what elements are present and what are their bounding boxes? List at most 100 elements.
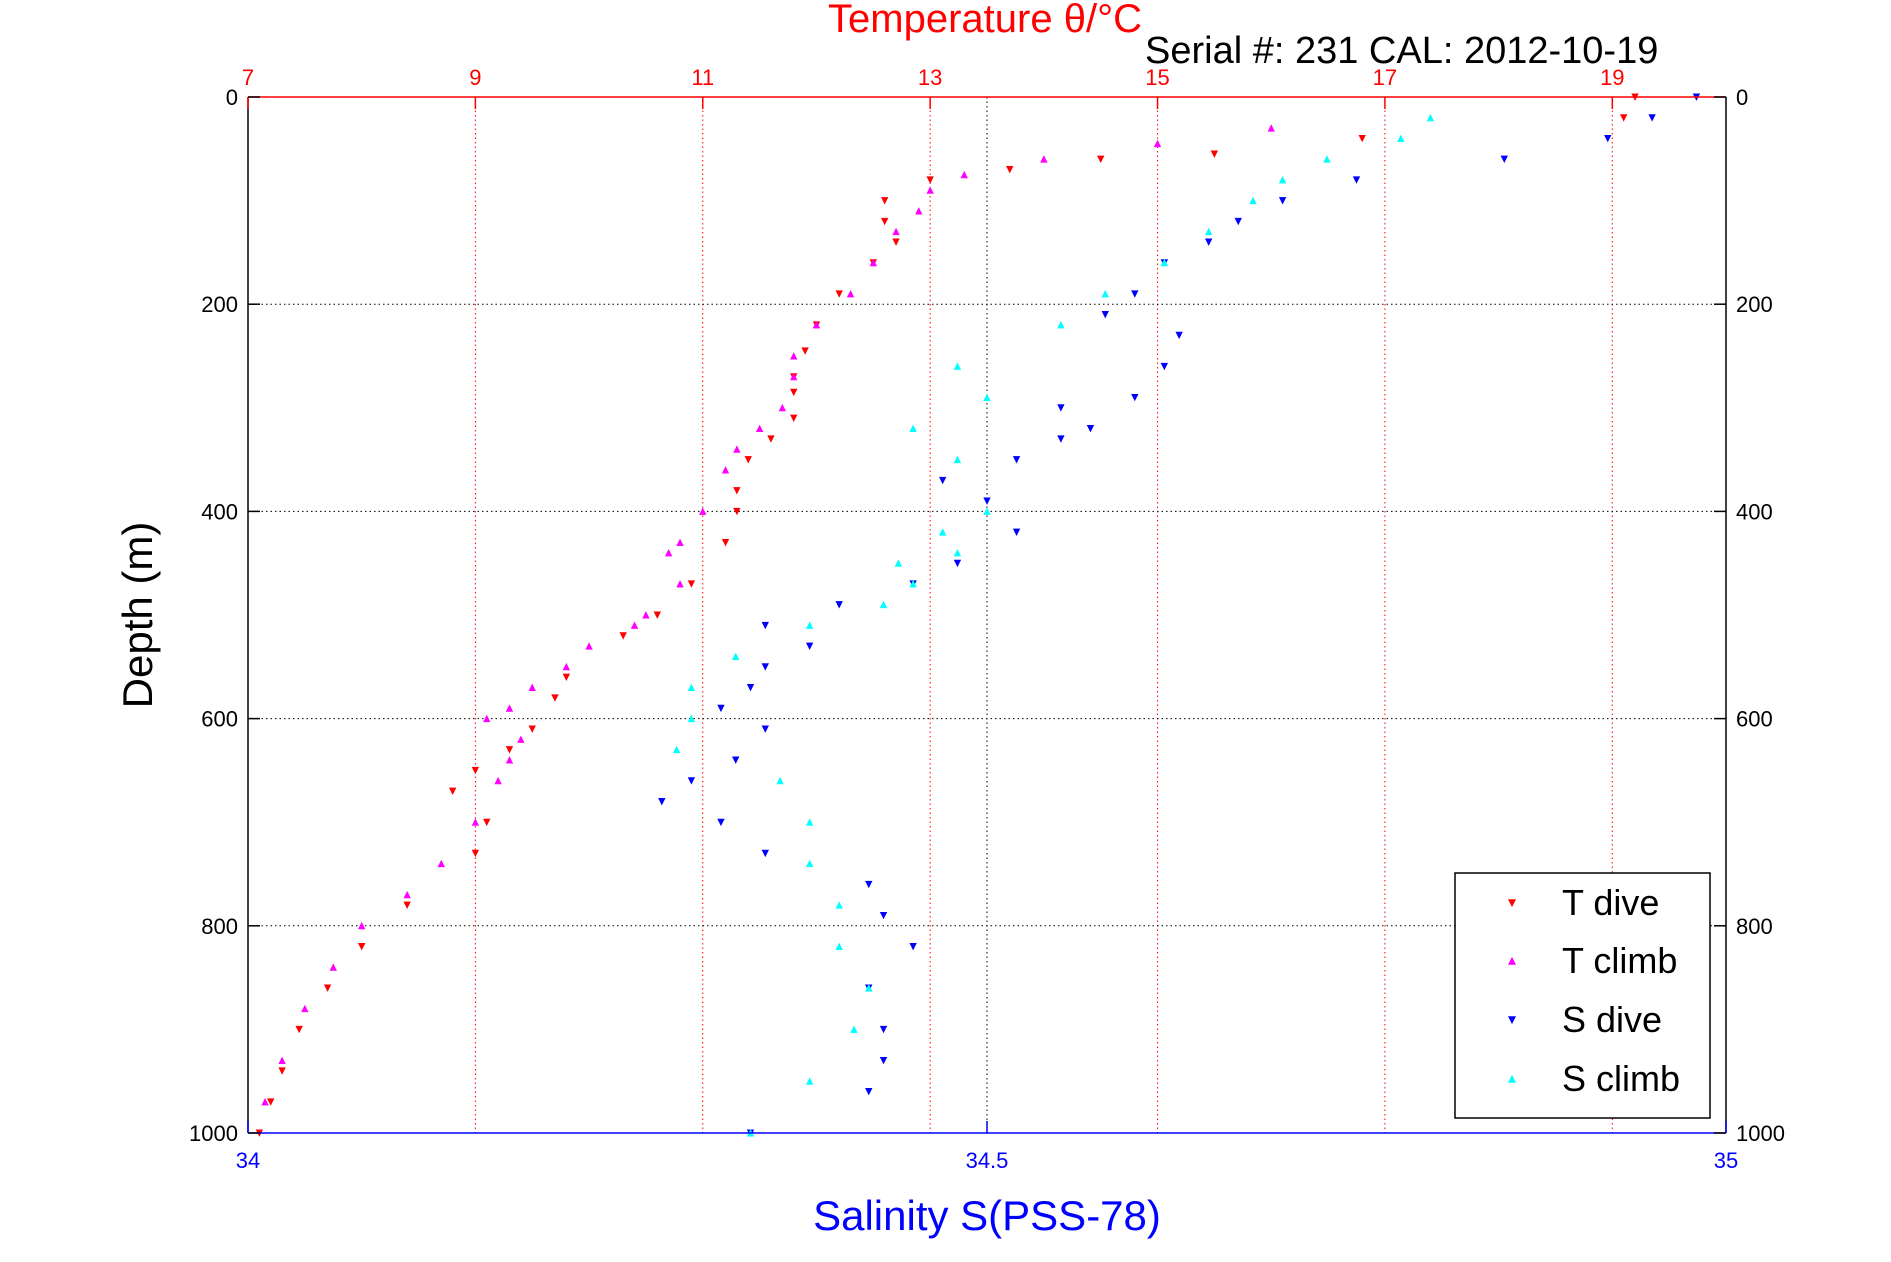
data-point (767, 435, 775, 443)
data-point (1057, 321, 1065, 329)
data-point (790, 372, 798, 381)
data-point (1097, 155, 1105, 164)
data-point (744, 456, 752, 464)
data-point (983, 497, 991, 505)
data-point (672, 745, 681, 754)
data-point (1278, 176, 1287, 184)
data-point (1040, 155, 1048, 163)
data-point (953, 548, 962, 557)
tick-label-left-3: 600 (201, 707, 238, 732)
data-point (295, 1025, 303, 1034)
data-point (733, 445, 741, 453)
series-0 (255, 93, 1639, 1137)
tick-label-top-0: 7 (242, 65, 254, 90)
data-point (835, 290, 843, 298)
data-point (880, 197, 889, 205)
data-point (909, 424, 917, 433)
data-point (653, 611, 661, 619)
data-point (267, 1098, 275, 1106)
data-point (358, 921, 366, 930)
data-point (865, 984, 873, 992)
data-point (517, 735, 525, 743)
data-point (805, 818, 814, 826)
legend-marker-1 (1508, 956, 1516, 965)
data-point (717, 818, 725, 827)
data-point (437, 859, 445, 868)
tick-label-right-3: 600 (1736, 707, 1773, 732)
data-point (1205, 227, 1213, 236)
data-point (562, 662, 571, 671)
data-point (471, 766, 480, 775)
data-point (915, 207, 923, 215)
data-point (448, 787, 457, 795)
data-point (1006, 166, 1014, 174)
data-point (755, 424, 764, 433)
data-point (892, 238, 900, 246)
x-axis-label: Salinity S(PSS-78) (813, 1192, 1161, 1239)
data-point (1101, 289, 1109, 298)
legend-label-1: T climb (1562, 940, 1677, 981)
data-point (733, 507, 741, 516)
data-point (1131, 393, 1139, 402)
data-point (1267, 124, 1275, 132)
data-point (1086, 425, 1095, 433)
data-point (642, 611, 650, 619)
data-point (687, 777, 696, 785)
data-point (926, 186, 934, 194)
data-point (776, 776, 784, 785)
data-points (255, 93, 1701, 1137)
data-point (301, 1004, 309, 1013)
tick-label-left-1: 200 (201, 292, 238, 317)
data-point (761, 621, 769, 630)
tick-label-bottom-2: 35 (1714, 1148, 1738, 1173)
data-point (1500, 155, 1508, 164)
tick-label-bottom-1: 34.5 (966, 1148, 1009, 1173)
data-point (1397, 134, 1405, 142)
data-point (1426, 113, 1435, 122)
data-point (869, 258, 877, 267)
data-point (1057, 404, 1065, 412)
data-point (329, 963, 337, 971)
data-point (1358, 134, 1366, 143)
data-point (801, 347, 809, 355)
tick-label-left-5: 1000 (189, 1121, 238, 1146)
data-point (879, 911, 888, 920)
data-point (403, 901, 411, 909)
data-point (261, 1098, 269, 1106)
data-point (505, 756, 514, 764)
data-point (790, 414, 798, 423)
series-3 (672, 113, 1435, 1137)
data-point (846, 289, 855, 298)
data-point (805, 859, 814, 868)
data-point (619, 632, 627, 640)
data-point (953, 559, 962, 568)
legend: T dive T climb S dive S climb (1454, 872, 1711, 1119)
serial-cal-label: Serial #: 231 CAL: 2012-10-19 (1145, 30, 1658, 72)
data-point (960, 170, 968, 179)
data-point (1210, 150, 1219, 158)
data-point (630, 621, 639, 629)
data-point (761, 849, 769, 858)
tick-label-left-4: 800 (201, 914, 238, 939)
data-point (1604, 134, 1612, 143)
tick-label-right-4: 800 (1736, 914, 1773, 939)
data-point (585, 642, 593, 650)
data-point (909, 943, 917, 951)
data-point (812, 321, 821, 329)
legend-label-2: S dive (1562, 999, 1662, 1040)
data-point (865, 880, 873, 889)
legend-label-0: T dive (1562, 882, 1659, 923)
data-point (483, 818, 491, 827)
data-point (687, 683, 696, 692)
data-point (880, 217, 889, 226)
legend-box (1454, 872, 1711, 1119)
tick-label-top-3: 13 (918, 65, 942, 90)
data-point (761, 663, 769, 671)
tick-label-top-5: 17 (1373, 65, 1397, 90)
data-point (790, 352, 798, 360)
tick-label-left-0: 0 (226, 85, 238, 110)
data-point (562, 673, 571, 682)
data-point (1619, 114, 1628, 122)
data-point (778, 403, 787, 412)
